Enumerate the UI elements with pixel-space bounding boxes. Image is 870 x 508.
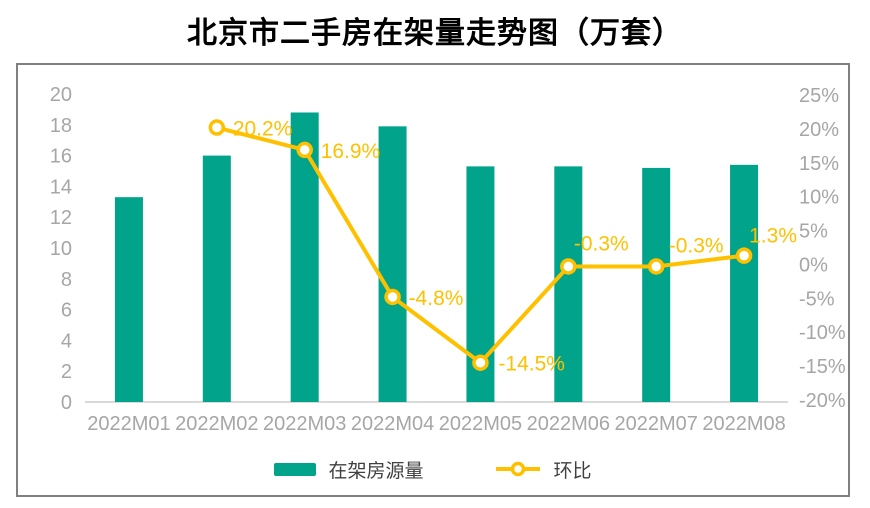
y-axis-right-tick: 0% (799, 254, 828, 276)
chart-frame (16, 63, 850, 497)
x-axis-label-2022M05: 2022M05 (439, 413, 522, 435)
y-axis-left-tick: 18 (50, 115, 72, 137)
bar-2022M04[interactable] (378, 126, 407, 402)
y-axis-left-tick: 20 (50, 84, 72, 106)
bar-2022M02[interactable] (202, 155, 231, 402)
bar-2022M06[interactable] (554, 166, 583, 402)
y-axis-left-tick: 16 (50, 146, 72, 168)
data-label-2022M03: 16.9% (321, 140, 381, 163)
y-axis-left-tick: 12 (50, 207, 72, 229)
y-axis-right-tick: 25% (799, 85, 839, 107)
bar-2022M08[interactable] (730, 164, 759, 402)
chart-title: 北京市二手房在架量走势图（万套） (187, 17, 683, 50)
line-point-2022M05[interactable] (472, 354, 489, 371)
data-label-2022M07: -0.3% (669, 234, 724, 257)
legend-item-line-series[interactable]: 环比 (494, 456, 592, 483)
chart-legend: 在架房源量 环比 (16, 452, 850, 486)
line-point-2022M02[interactable] (208, 119, 226, 136)
y-axis-right-tick: 10% (799, 187, 839, 209)
y-axis-left-tick: 2 (61, 361, 72, 383)
x-axis-label-2022M02: 2022M02 (175, 413, 258, 435)
data-label-2022M08: 1.3% (749, 225, 797, 248)
x-axis-label-2022M08: 2022M08 (702, 413, 785, 435)
y-axis-right-tick: 20% (799, 119, 839, 141)
y-axis-left-tick: 4 (61, 330, 72, 352)
y-axis-left-tick: 0 (61, 392, 72, 414)
x-axis-label-2022M06: 2022M06 (527, 413, 610, 435)
y-axis-right-tick: 15% (799, 153, 839, 175)
y-axis-left-tick: 6 (61, 300, 72, 322)
legend-label-bar: 在架房源量 (328, 460, 424, 482)
legend-label-line: 环比 (553, 460, 592, 482)
line-point-2022M06[interactable] (560, 258, 577, 275)
line-point-2022M08[interactable] (735, 247, 753, 264)
y-axis-right-tick: -10% (799, 322, 846, 344)
bar-2022M01[interactable] (114, 197, 143, 402)
y-axis-left-tick: 10 (50, 238, 72, 260)
y-axis-right-tick: -15% (799, 356, 846, 378)
line-point-2022M07[interactable] (647, 258, 665, 275)
legend-item-bar-series[interactable]: 在架房源量 (274, 456, 424, 483)
x-axis-label-2022M07: 2022M07 (614, 413, 697, 435)
y-axis-right-tick: -20% (799, 390, 846, 412)
bar-2022M03[interactable] (290, 112, 319, 402)
y-axis-right-tick: -5% (799, 288, 835, 310)
y-axis-left-tick: 14 (50, 176, 72, 198)
y-axis-right-tick: 5% (799, 221, 828, 243)
data-label-2022M06: -0.3% (574, 232, 629, 255)
data-label-2022M05: -14.5% (498, 353, 565, 376)
line-series-marker-icon (495, 461, 540, 477)
bar-series-swatch (274, 462, 317, 476)
y-axis-left-tick: 8 (61, 269, 72, 291)
data-label-2022M04: -4.8% (409, 287, 464, 310)
bar-2022M07[interactable] (642, 167, 671, 402)
line-point-2022M03[interactable] (296, 141, 313, 159)
data-label-2022M02: 20.2% (233, 118, 293, 141)
x-axis-label-2022M04: 2022M04 (351, 413, 434, 435)
x-axis-label-2022M01: 2022M01 (87, 413, 170, 435)
line-point-2022M04[interactable] (384, 288, 401, 306)
x-axis-label-2022M03: 2022M03 (263, 413, 346, 435)
